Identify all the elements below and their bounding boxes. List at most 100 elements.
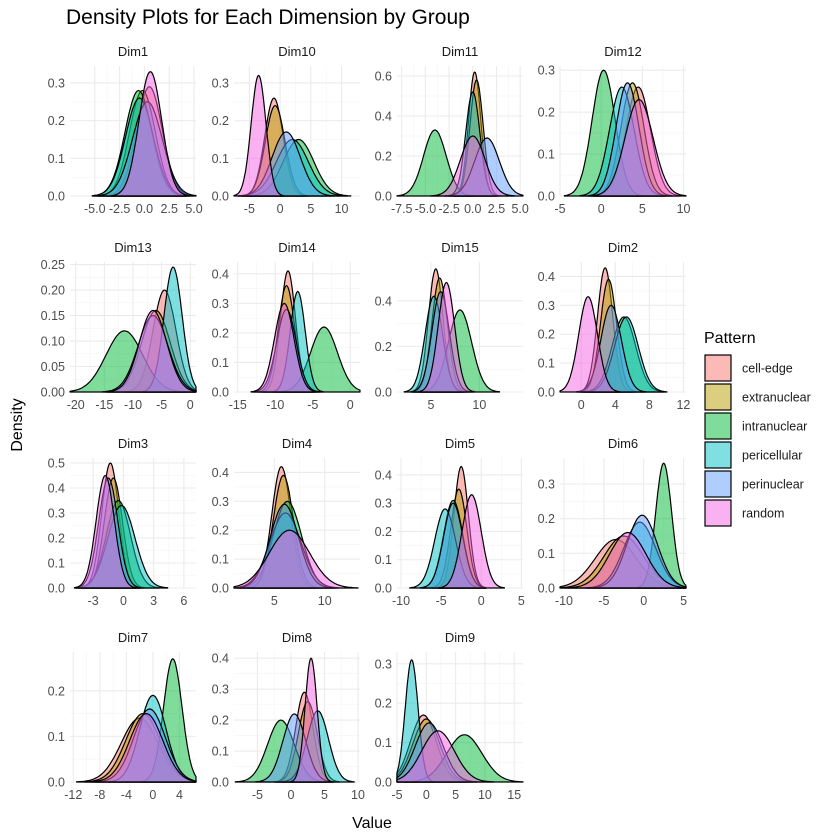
x-tick-label: 0.0 bbox=[464, 202, 481, 216]
panel-dim2: 0 4 8 12 0.0 0.1 0.2 0.3 0.4 Dim2 bbox=[538, 240, 691, 412]
x-tick-label: 4 bbox=[612, 398, 619, 412]
legend-key-perinuclear bbox=[704, 470, 732, 498]
x-tick-label: -7.5 bbox=[391, 202, 413, 216]
x-tick-label: -5 bbox=[244, 202, 255, 216]
x-tick-label: -5 bbox=[598, 594, 609, 608]
legend-label-cell-edge: cell-edge bbox=[742, 362, 793, 376]
panel-dim12: -5 0 5 10 0.0 0.1 0.2 0.3 Dim12 bbox=[538, 44, 691, 216]
x-tick-label: -12 bbox=[64, 788, 82, 802]
x-tick-label: 5 bbox=[427, 398, 434, 412]
legend-key-random bbox=[704, 499, 732, 527]
y-tick-label: 0.4 bbox=[375, 468, 392, 482]
density-random bbox=[438, 494, 505, 589]
x-tick-label: -5 bbox=[252, 788, 263, 802]
y-tick-label: 0.3 bbox=[212, 76, 229, 90]
x-tick-label: -2.5 bbox=[438, 202, 460, 216]
y-tick-label: 0.2 bbox=[212, 714, 229, 728]
panel-title: Dim6 bbox=[608, 436, 638, 451]
x-axis-title: Value bbox=[352, 815, 392, 832]
y-tick-label: 0.3 bbox=[538, 299, 555, 313]
x-tick-label: 0 bbox=[149, 788, 156, 802]
y-tick-label: 0.3 bbox=[538, 64, 555, 78]
x-tick-label: -10 bbox=[392, 594, 410, 608]
x-tick-label: 4 bbox=[176, 788, 183, 802]
chart-title: Density Plots for Each Dimension by Grou… bbox=[66, 6, 470, 29]
panel-dim15: 5 10 0.0 0.2 0.4 Dim15 bbox=[375, 240, 523, 412]
y-tick-label: 0.1 bbox=[212, 152, 229, 166]
x-tick-label: -10 bbox=[124, 398, 142, 412]
y-tick-label: 0.15 bbox=[41, 309, 65, 323]
density-random bbox=[590, 99, 687, 197]
legend-label-extranuclear: extranuclear bbox=[742, 391, 811, 405]
y-tick-label: 0.1 bbox=[375, 736, 392, 750]
y-tick-label: 0.3 bbox=[212, 495, 229, 509]
x-tick-label: 0 bbox=[287, 788, 294, 802]
x-tick-label: -5 bbox=[554, 202, 565, 216]
x-tick-label: -2.5 bbox=[109, 202, 131, 216]
y-tick-label: 0.2 bbox=[48, 114, 65, 128]
y-tick-label: 0.0 bbox=[375, 386, 392, 400]
x-tick-label: -10 bbox=[266, 398, 284, 412]
y-tick-label: 0.3 bbox=[212, 683, 229, 697]
x-tick-label: -5.0 bbox=[415, 202, 437, 216]
y-tick-label: 0.1 bbox=[48, 557, 65, 571]
panel-dim7: -12 -8 -4 0 4 0.0 0.1 0.2 Dim7 bbox=[48, 630, 197, 802]
panel-title: Dim4 bbox=[282, 436, 312, 451]
x-tick-label: 0 bbox=[187, 398, 194, 412]
density-random bbox=[559, 296, 621, 393]
y-tick-label: 0.3 bbox=[48, 76, 65, 90]
panel-title: Dim1 bbox=[118, 44, 148, 59]
panel-title: Dim12 bbox=[604, 44, 642, 59]
y-tick-label: 0.2 bbox=[375, 150, 392, 164]
x-tick-label: 12 bbox=[676, 398, 690, 412]
density-random bbox=[111, 71, 190, 197]
panel-title: Dim3 bbox=[118, 436, 148, 451]
panel-dim6: -10 -5 0 5 0.0 0.1 0.2 0.3 Dim6 bbox=[538, 436, 688, 608]
y-tick-label: 0.0 bbox=[212, 386, 229, 400]
x-tick-label: 0 bbox=[347, 398, 354, 412]
y-axis-title: Density bbox=[9, 398, 26, 451]
y-tick-label: 0.2 bbox=[48, 532, 65, 546]
panel-title: Dim2 bbox=[608, 240, 638, 255]
x-tick-label: -5.0 bbox=[84, 202, 106, 216]
x-tick-label: 0 bbox=[478, 594, 485, 608]
density-random bbox=[73, 474, 137, 589]
x-tick-label: 5 bbox=[321, 788, 328, 802]
y-tick-label: 0.1 bbox=[212, 553, 229, 567]
y-tick-label: 0.4 bbox=[212, 267, 229, 281]
y-tick-label: 0.2 bbox=[538, 512, 555, 526]
x-tick-label: 0 bbox=[598, 202, 605, 216]
y-tick-label: 0.0 bbox=[538, 386, 555, 400]
panel-title: Dim5 bbox=[445, 436, 475, 451]
y-tick-label: 0.4 bbox=[48, 482, 65, 496]
y-tick-label: 0.4 bbox=[212, 652, 229, 666]
x-tick-label: 10 bbox=[318, 594, 332, 608]
x-tick-label: 5 bbox=[518, 594, 525, 608]
y-tick-label: 0.1 bbox=[538, 547, 555, 561]
y-tick-label: 0.25 bbox=[41, 258, 65, 272]
legend-label-intranuclear: intranuclear bbox=[742, 420, 807, 434]
x-tick-label: -20 bbox=[67, 398, 85, 412]
x-tick-label: -15 bbox=[229, 398, 247, 412]
y-tick-label: 0.2 bbox=[212, 326, 229, 340]
y-tick-label: 0.0 bbox=[48, 776, 65, 790]
y-tick-label: 0.0 bbox=[212, 190, 229, 204]
x-tick-label: 0 bbox=[578, 398, 585, 412]
y-tick-label: 0.1 bbox=[48, 730, 65, 744]
panel-title: Dim10 bbox=[278, 44, 316, 59]
x-tick-label: 8 bbox=[646, 398, 653, 412]
x-tick-label: 0 bbox=[640, 594, 647, 608]
panel-dim10: -5 0 5 10 0.0 0.1 0.2 0.3 Dim10 bbox=[212, 44, 360, 216]
y-tick-label: 0.2 bbox=[212, 524, 229, 538]
x-tick-label: 0 bbox=[423, 788, 430, 802]
legend-title: Pattern bbox=[704, 330, 756, 347]
y-tick-label: 0.4 bbox=[212, 466, 229, 480]
density-random bbox=[564, 531, 687, 589]
y-tick-label: 0.0 bbox=[375, 582, 392, 596]
y-tick-label: 0.0 bbox=[212, 776, 229, 790]
panel-dim11: -7.5 -5.0 -2.5 0.0 2.5 5.0 0.0 0.2 0.4 0.6 Dim11 bbox=[375, 44, 529, 216]
x-tick-label: -5 bbox=[391, 788, 402, 802]
y-tick-label: 0.05 bbox=[41, 360, 65, 374]
y-tick-label: 0.2 bbox=[375, 697, 392, 711]
y-tick-label: 0.5 bbox=[48, 457, 65, 471]
